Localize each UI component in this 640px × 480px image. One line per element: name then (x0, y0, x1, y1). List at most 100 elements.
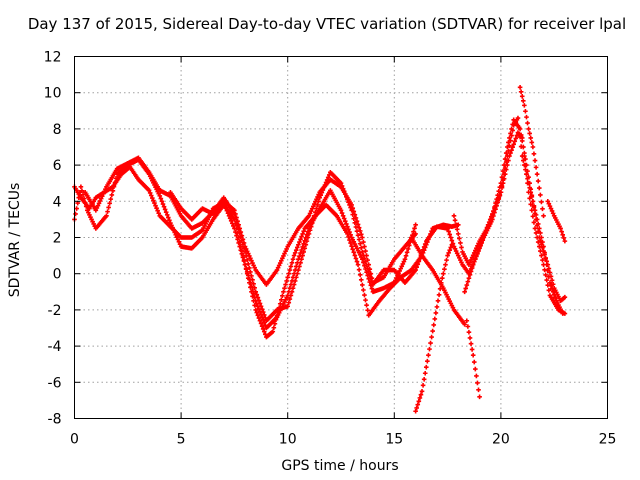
data-point (432, 316, 438, 322)
data-point (463, 286, 469, 291)
data-point (284, 278, 289, 284)
data-point (525, 180, 530, 186)
data-point (397, 268, 402, 274)
data-point (525, 168, 530, 174)
data-point (354, 259, 360, 264)
data-point (102, 189, 107, 194)
data-point (365, 257, 370, 263)
data-point (562, 294, 568, 300)
data-point (467, 259, 473, 265)
data-point (175, 237, 181, 242)
data-point (307, 211, 313, 216)
data-point (421, 376, 427, 382)
data-point (245, 251, 251, 256)
data-point (360, 249, 365, 255)
data-point (531, 151, 537, 157)
data-point (422, 241, 428, 247)
data-point (529, 208, 535, 213)
data-point (290, 285, 296, 291)
data-point (534, 235, 540, 240)
data-point (413, 222, 418, 228)
data-point (436, 292, 442, 298)
data-point (100, 191, 106, 197)
data-point (549, 208, 555, 214)
chart-title: Day 137 of 2015, Sidereal Day-to-day VTE… (28, 15, 626, 33)
data-point (298, 237, 303, 242)
data-point (259, 323, 265, 329)
data-point (548, 206, 554, 211)
data-point (369, 286, 375, 291)
data-point (234, 215, 239, 220)
data-point (545, 282, 551, 288)
data-point (466, 329, 472, 335)
data-point (441, 271, 446, 276)
data-point (445, 226, 450, 231)
data-point (478, 241, 483, 247)
data-point (562, 238, 568, 244)
data-point (239, 233, 245, 238)
data-point (434, 304, 440, 310)
data-point (299, 256, 304, 262)
data-point (535, 178, 541, 184)
data-point (233, 211, 238, 217)
data-point (504, 162, 510, 168)
data-point (177, 241, 183, 247)
data-point (558, 226, 563, 231)
data-point (358, 277, 364, 283)
data-point (362, 292, 367, 298)
data-point (508, 150, 513, 156)
data-point (283, 248, 288, 254)
data-point (471, 259, 477, 264)
data-point (499, 185, 505, 191)
data-point (357, 228, 363, 234)
data-point (275, 265, 281, 271)
data-point (420, 247, 426, 253)
data-point (532, 211, 538, 216)
data-point (439, 275, 445, 281)
data-point (452, 218, 458, 223)
data-point (533, 165, 539, 170)
data-point (398, 266, 403, 271)
data-point (291, 282, 297, 287)
data-point (240, 255, 246, 260)
data-point (531, 220, 537, 225)
data-point (561, 235, 567, 241)
data-point (176, 239, 182, 245)
data-point (288, 293, 294, 298)
data-point (166, 215, 171, 220)
data-point (238, 247, 244, 253)
data-point (539, 199, 544, 205)
data-point (163, 209, 169, 215)
data-point (161, 204, 167, 210)
data-point (451, 213, 457, 219)
data-point (304, 238, 310, 244)
data-point (527, 195, 532, 201)
data-point (362, 244, 367, 249)
data-point (476, 247, 481, 252)
data-point (562, 311, 568, 316)
data-point (459, 245, 464, 250)
data-point (309, 206, 315, 212)
data-point (79, 188, 85, 194)
data-point (360, 282, 365, 288)
data-point (314, 197, 319, 202)
series-track-10 (517, 84, 546, 219)
data-point (367, 266, 373, 272)
data-point (475, 250, 480, 255)
data-point (417, 256, 423, 261)
data-point (462, 322, 467, 327)
data-point (251, 263, 256, 268)
data-point (413, 267, 418, 273)
data-point (507, 153, 512, 159)
data-point (405, 246, 411, 252)
x-tick-label: 20 (492, 432, 510, 448)
data-point (365, 307, 370, 313)
data-point (249, 273, 254, 279)
data-point (534, 171, 540, 177)
data-point (546, 201, 552, 207)
data-point (257, 318, 263, 324)
data-point (315, 202, 320, 208)
data-point (225, 210, 231, 216)
data-point (292, 278, 298, 284)
data-point (239, 251, 245, 257)
